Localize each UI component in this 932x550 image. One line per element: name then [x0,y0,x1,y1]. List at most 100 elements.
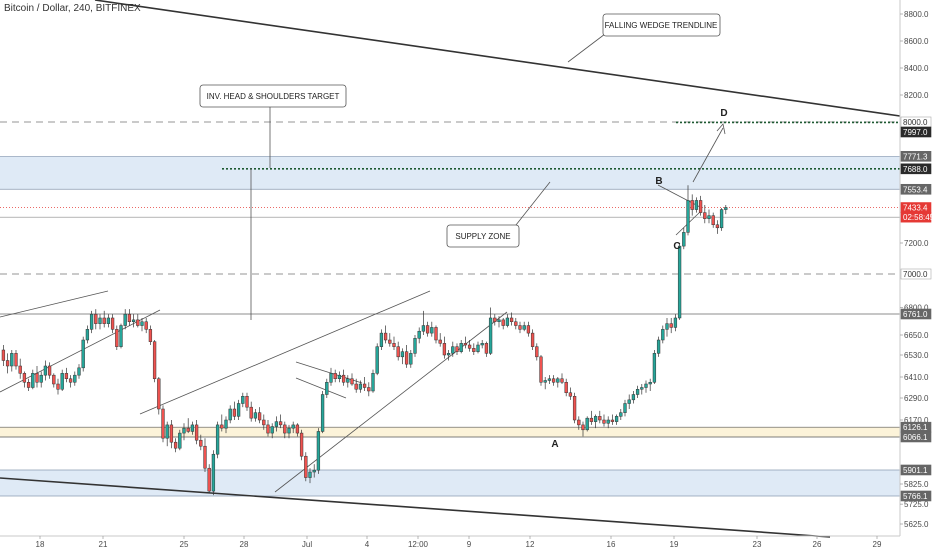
annotations: FALLING WEDGE TRENDLINE INV. HEAD & SHOU… [199,13,728,450]
candle [434,327,438,341]
candle [467,344,472,349]
x-tick-label: 18 [36,540,45,549]
candle [274,421,279,427]
candle [535,346,539,358]
x-axis-ticks[interactable]: 18 21 25 28 Jul 4 12:00 9 12 16 19 23 26 29 [36,536,882,549]
falling-wedge-upper-line[interactable] [94,0,901,117]
demand-zone-upper[interactable] [0,427,900,437]
candle [572,396,577,421]
candle [199,439,203,447]
candle [194,424,199,441]
candle [375,346,379,374]
candle [459,343,463,352]
symbol-title: Bitcoin / Dollar, 240, BITFINEX [4,3,141,14]
y-tick-label: 8800.0 [904,10,929,19]
trendlines[interactable] [0,0,901,538]
candle [627,399,631,404]
candle [690,200,694,210]
candle [564,382,568,393]
candle [152,341,157,379]
candle [144,321,148,330]
rising-channel-2-upper[interactable] [139,290,431,415]
price-label-text: 7433.4 [903,204,928,213]
candle [81,339,85,369]
candle [110,317,115,330]
candle [392,343,396,347]
candle [1,349,6,361]
candle [661,329,665,341]
y-tick-label: 6410.0 [904,373,929,382]
candle [60,373,64,390]
price-label-text: 6066.1 [903,433,928,442]
x-tick-label: 9 [467,540,472,549]
candle [241,396,245,404]
candle [480,343,484,346]
candle [413,338,417,354]
y-axis-ticks[interactable]: 8800.0 8600.0 8400.0 8200.0 7200.0 6800.0 6650… [900,10,929,529]
candle [249,406,253,419]
candle [614,416,619,422]
falling-wedge-label: FALLING WEDGE TRENDLINE [605,21,718,30]
candle [463,343,468,346]
inv-hs-box[interactable] [199,84,347,108]
candle [703,212,707,219]
rising-channel-2-lower[interactable] [274,311,508,493]
candle [232,408,237,417]
candle [89,313,94,330]
candle [673,317,678,328]
candle [581,424,585,431]
candle [665,323,669,330]
candle [73,374,77,383]
candle [14,353,18,367]
price-label-text: 6126.1 [903,423,928,432]
candle [404,351,409,365]
y-tick-label: 6530.0 [904,351,929,360]
zones [0,155,900,497]
candle [337,374,342,379]
x-tick-label: 28 [240,540,249,549]
falling-wedge-box[interactable] [602,13,721,37]
candle [652,353,657,383]
candle [631,394,636,401]
price-label-box [900,464,932,476]
price-label-box [900,126,932,138]
x-tick-label: 21 [99,540,108,549]
candle [417,330,421,339]
candle [585,417,589,431]
candle [619,412,623,417]
price-label-text: 7771.3 [903,152,928,161]
supply-zone[interactable] [0,156,900,190]
candle [493,317,497,323]
candle [677,245,682,319]
candle [606,419,610,424]
candle [333,373,337,380]
y-tick-label: 6800.0 [904,303,929,312]
rising-channel-1[interactable] [0,290,109,318]
candle [367,387,371,392]
x-tick-label: 29 [873,540,882,549]
candle [169,424,174,443]
candle [530,332,535,347]
supply-zone-box[interactable] [446,224,520,248]
callout-falling-wedge [567,33,606,63]
price-label-text: 7000.0 [903,270,928,279]
candle [446,353,451,356]
candle [568,392,573,397]
candle [325,382,329,395]
candle [497,319,501,323]
candle [577,419,581,426]
candle [610,419,615,422]
candle [85,329,90,341]
demand-zone-lower[interactable] [0,469,900,496]
candle [501,319,505,326]
candle [400,351,405,358]
flag-lower-line[interactable] [295,377,347,399]
falling-wedge-lower-line[interactable] [0,477,831,538]
candle [648,382,652,385]
candle [509,317,514,323]
x-tick-label: 26 [813,540,822,549]
candle [308,471,312,478]
candle [543,380,547,383]
